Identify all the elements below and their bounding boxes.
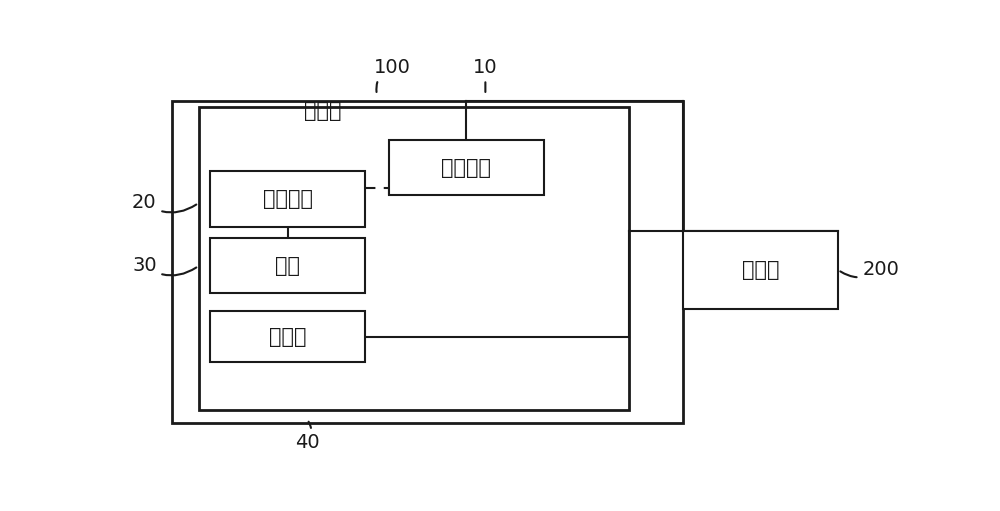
Text: 室外机: 室外机 [742, 260, 779, 280]
Text: 40: 40 [295, 422, 319, 452]
Text: 10: 10 [473, 58, 498, 92]
Text: 发电装置: 发电装置 [441, 157, 491, 177]
Bar [210, 172, 365, 226]
Bar [199, 107, 629, 409]
Text: 风机: 风机 [275, 256, 300, 276]
Text: 蜗发器: 蜗发器 [269, 327, 306, 347]
Text: 200: 200 [840, 261, 899, 280]
Bar [210, 311, 365, 362]
Bar [210, 238, 365, 293]
Text: 100: 100 [374, 58, 411, 92]
Text: 30: 30 [132, 257, 196, 275]
Text: 20: 20 [132, 194, 196, 213]
Text: 控制装置: 控制装置 [263, 189, 313, 209]
Bar [388, 140, 544, 195]
Bar [683, 230, 838, 309]
Text: 室内机: 室内机 [304, 101, 341, 121]
Bar [172, 101, 683, 423]
